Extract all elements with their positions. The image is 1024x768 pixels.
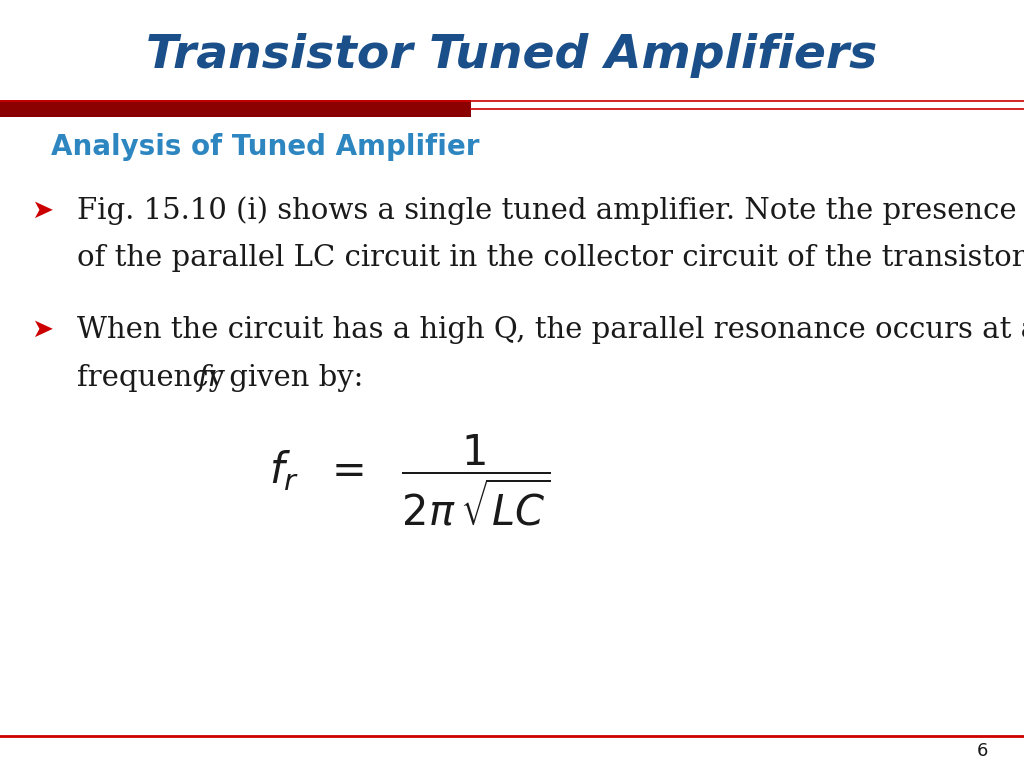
Text: 6: 6 — [977, 742, 988, 760]
Text: given by:: given by: — [220, 364, 364, 392]
Text: Analysis of Tuned Amplifier: Analysis of Tuned Amplifier — [51, 134, 479, 161]
Text: Transistor Tuned Amplifiers: Transistor Tuned Amplifiers — [146, 33, 878, 78]
Text: ➤: ➤ — [31, 317, 53, 343]
Text: of the parallel LC circuit in the collector circuit of the transistor.: of the parallel LC circuit in the collec… — [77, 244, 1024, 272]
Text: When the circuit has a high Q, the parallel resonance occurs at a: When the circuit has a high Q, the paral… — [77, 316, 1024, 344]
Text: Fig. 15.10 (i) shows a single tuned amplifier. Note the presence: Fig. 15.10 (i) shows a single tuned ampl… — [77, 196, 1017, 225]
Bar — [0, 100, 471, 117]
Text: ➤: ➤ — [31, 197, 53, 223]
Text: $f_r \ \ = \ \ \dfrac{1}{2\pi \, \sqrt{LC}}$: $f_r \ \ = \ \ \dfrac{1}{2\pi \, \sqrt{L… — [269, 432, 550, 528]
Text: frequency: frequency — [77, 364, 234, 392]
Text: fr: fr — [198, 364, 222, 392]
